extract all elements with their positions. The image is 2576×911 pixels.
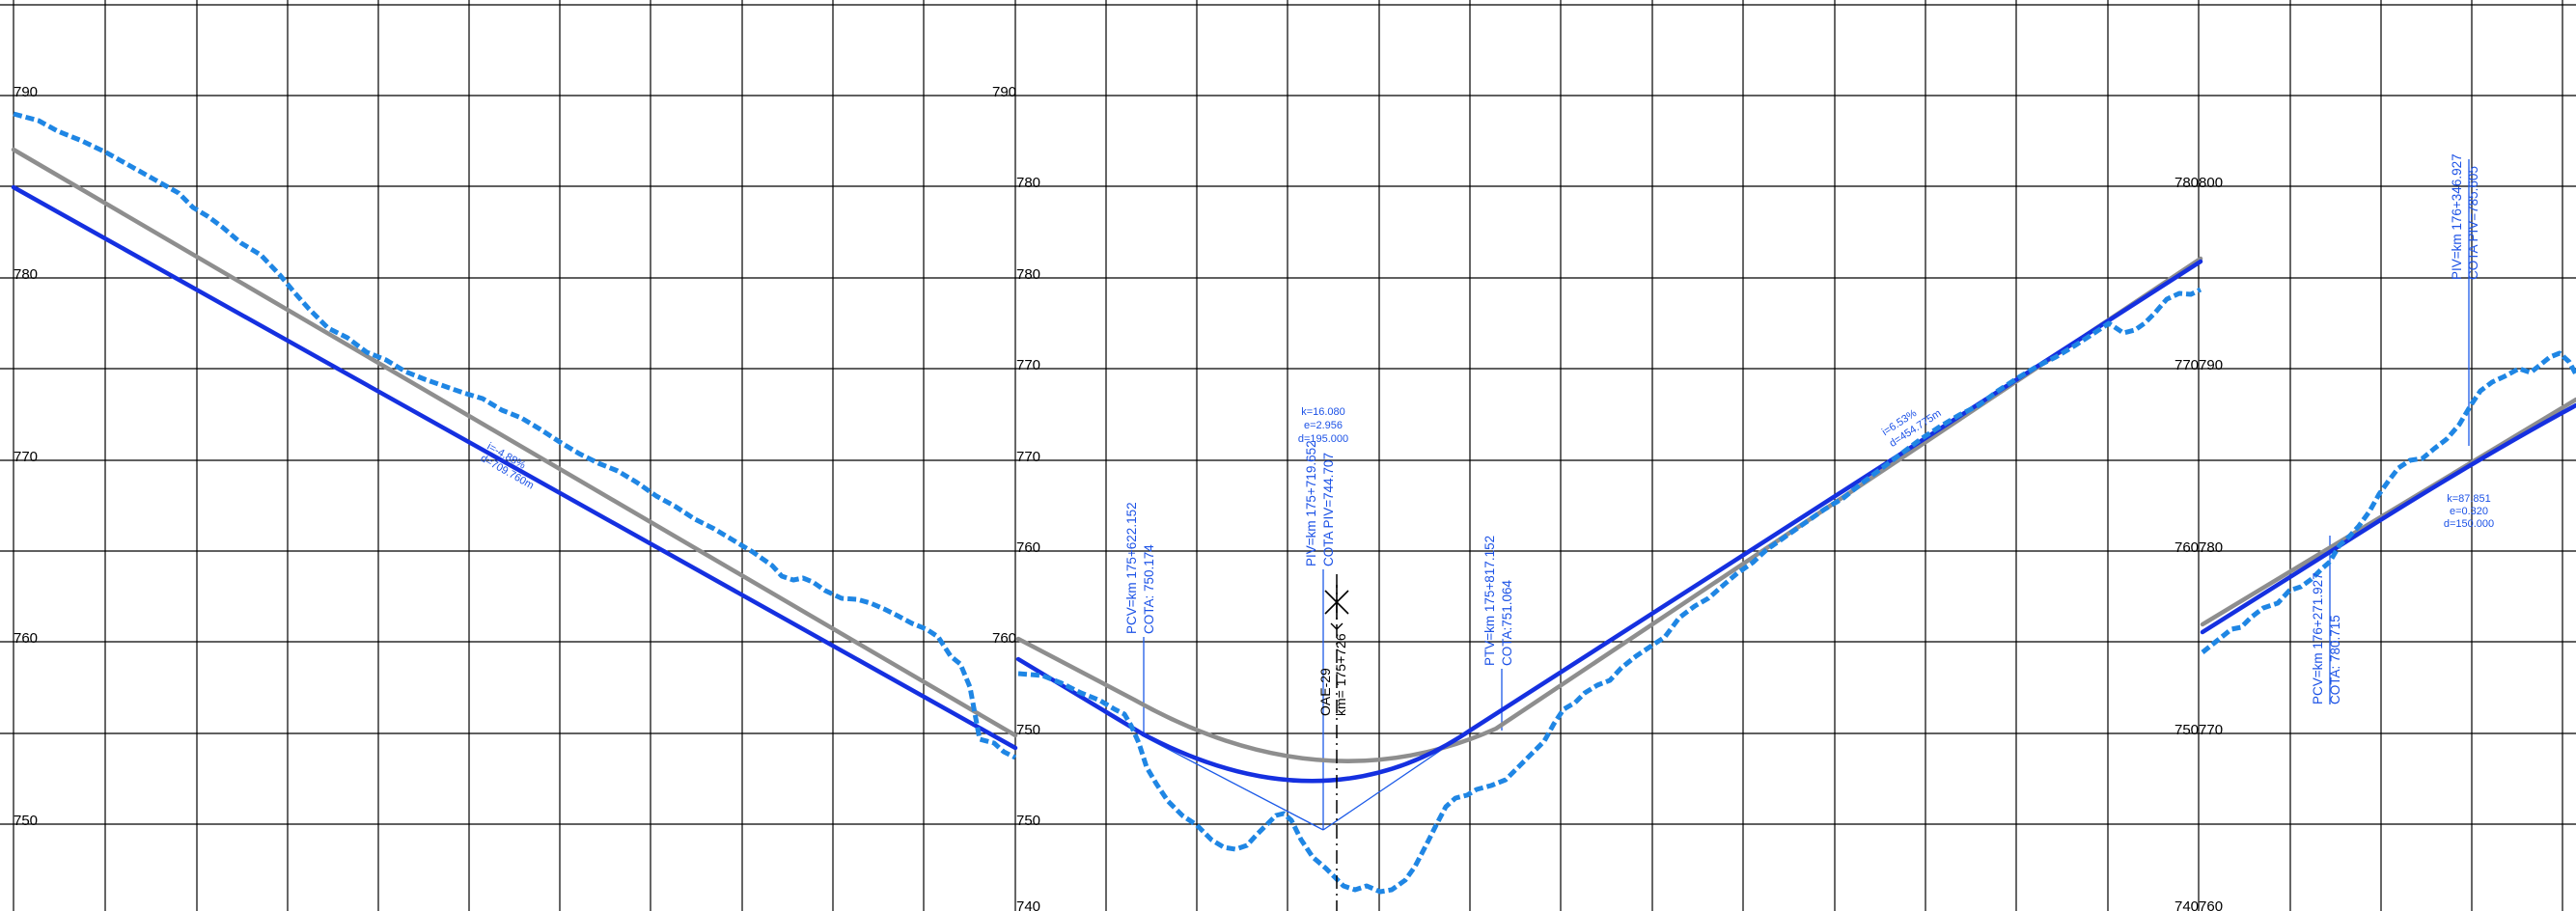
elevation-label: 740760: [2174, 898, 2223, 911]
left-panel: i=-4.88% d=709.760m: [11, 111, 1018, 760]
design-grade-line: [2200, 402, 2576, 635]
structure-marker: OAE-29 km= 175+726: [1317, 574, 1349, 911]
piv-elevation-text: COTA PIV=744.707: [1321, 453, 1336, 566]
middle-panel: PCV=km 175+622.152 COTA: 750.174 PIV=km …: [1015, 256, 2203, 911]
pcv-1-label: PCV=km 175+622.152 COTA: 750.174: [1124, 502, 1156, 634]
elevation-label: 750: [1016, 813, 1040, 829]
right-panel: PIV=km 176+346.927 COTA PIV=785.605 k=87…: [2200, 153, 2576, 704]
terrain-profile: [2201, 350, 2576, 654]
right-grade-label: i=6.53% d=454.775m: [1880, 407, 1944, 450]
elevation-label: 770790: [2174, 357, 2223, 373]
pcv-elevation-text: COTA: 780.715: [2328, 615, 2342, 704]
middle-elevation-labels: 790 780 780 770 770 760 760 750 750 740: [992, 84, 1040, 911]
ptv-station-text: PTV=km 175+817.152: [1482, 536, 1497, 666]
piv-elevation-text: COTA PIV=785.605: [2466, 166, 2480, 280]
terrain-profile: [13, 111, 1017, 760]
piv-1-label: PIV=km 175+719.652 COTA PIV=744.707: [1304, 440, 1336, 566]
elevation-label: 770: [1016, 357, 1040, 373]
elevation-label: 780: [1016, 175, 1040, 191]
structure-arrow-icon: [1330, 622, 1343, 630]
elevation-label: 770: [1016, 449, 1040, 465]
existing-grade-line: [1015, 256, 2203, 763]
curve-1-parameters: k=16.080 e=2.956 d=195.000: [1298, 406, 1348, 445]
elevation-label: 760780: [2174, 539, 2223, 556]
elevation-label: 790: [992, 84, 1016, 100]
structure-name-text: OAE-29: [1317, 668, 1333, 716]
pcv-elevation-text: COTA: 750.174: [1142, 544, 1156, 634]
pcv-station-text: PCV=km 175+622.152: [1124, 502, 1139, 634]
structure-station-text: km= 175+726: [1333, 633, 1348, 716]
ptv-elevation-text: COTA:751.064: [1500, 579, 1514, 666]
elevation-label: 760: [992, 630, 1016, 647]
curve-k-text: k=87.851: [2447, 493, 2491, 505]
terrain-profile: [1017, 287, 2202, 895]
elevation-label: 750770: [2174, 722, 2223, 738]
curve-k-text: k=16.080: [1301, 406, 1345, 418]
curve-e-text: e=0.320: [2450, 506, 2488, 517]
curve-d-text: d=150.000: [2444, 518, 2494, 530]
elevation-label: 780: [14, 266, 38, 283]
pcv-station-text: PCV=km 176+271.927: [2311, 572, 2325, 704]
elevation-label: 740: [1016, 898, 1040, 911]
elevation-label: 760: [1016, 539, 1040, 556]
curve-d-text: d=195.000: [1298, 433, 1348, 445]
tangent-construction-line: [1141, 734, 1324, 831]
design-grade-line: [11, 184, 1018, 751]
elevation-label: 780800: [2174, 175, 2223, 191]
elevation-label: 760: [14, 630, 38, 647]
ptv-1-label: PTV=km 175+817.152 COTA:751.064: [1482, 536, 1514, 666]
elevation-label: 780: [1016, 266, 1040, 283]
existing-grade-line: [11, 147, 1018, 738]
piv-2-label: PIV=km 176+346.927 COTA PIV=785.605: [2450, 153, 2480, 280]
existing-grade-line: [2200, 397, 2576, 627]
pcv-2-label: PCV=km 176+271.927 COTA: 780.715: [2311, 572, 2342, 704]
elevation-label: 750: [14, 813, 38, 829]
elevation-label: 790: [14, 84, 38, 100]
elevation-label: 750: [1016, 722, 1040, 738]
curve-2-parameters: k=87.851 e=0.320 d=150.000: [2444, 493, 2494, 530]
design-grade-line: [1015, 259, 2203, 784]
right-elevation-labels: 780800 770790 760780 750770 740760: [2174, 175, 2223, 911]
piv-station-text: PIV=km 176+346.927: [2450, 153, 2464, 280]
left-elevation-labels: 790 780 770 760 750: [14, 84, 38, 829]
elevation-label: 770: [14, 449, 38, 465]
piv-station-text: PIV=km 175+719.652: [1304, 440, 1318, 566]
curve-e-text: e=2.956: [1304, 420, 1343, 431]
structure-symbol-icon: [1324, 585, 1349, 620]
